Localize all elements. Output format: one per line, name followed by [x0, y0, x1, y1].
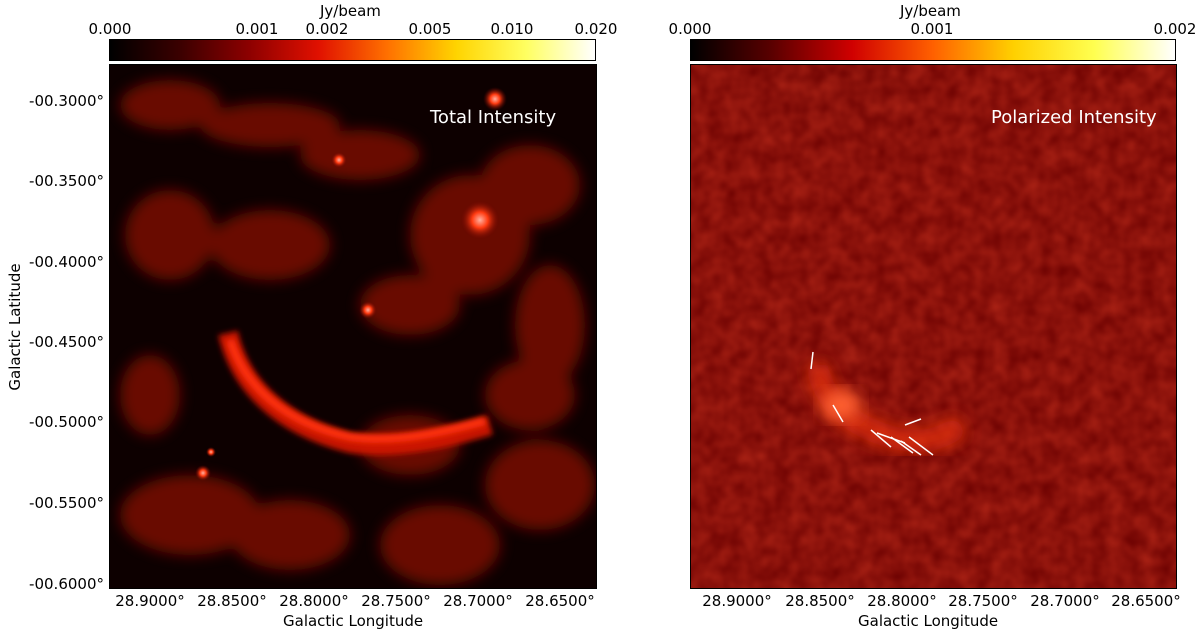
y-tick-label: -00.4500°	[29, 333, 104, 351]
colorbar-tick-left: 0.020	[574, 20, 618, 38]
colorbar-tick-left: 0.000	[88, 20, 132, 38]
x-tick-label: 28.9000°	[115, 592, 185, 610]
x-tick-label: 28.8500°	[785, 592, 855, 610]
colorbar-right	[690, 39, 1176, 61]
y-axis-label: Galactic Latitude	[6, 263, 24, 391]
colorbar-tick-right: 0.000	[668, 20, 712, 38]
colorbar-left	[109, 39, 596, 61]
colorbar-unit-right: Jy/beam	[900, 2, 961, 20]
x-tick-label: 28.6500°	[525, 592, 595, 610]
x-tick-label: 28.7000°	[443, 592, 513, 610]
y-tick-label: -00.6000°	[29, 575, 104, 593]
x-tick-label: 28.7000°	[1030, 592, 1100, 610]
polarization-vectors	[810, 351, 934, 456]
colorbar-tick-left: 0.002	[305, 20, 349, 38]
y-tick-label: -00.5000°	[29, 413, 104, 431]
polarized-intensity-map	[691, 65, 1176, 588]
x-tick-label: 28.6500°	[1111, 592, 1181, 610]
x-tick-label: 28.7500°	[948, 592, 1018, 610]
x-tick-label: 28.8500°	[197, 592, 267, 610]
y-tick-label: -00.3000°	[29, 92, 104, 110]
x-tick-label: 28.9000°	[702, 592, 772, 610]
total-intensity-image: Total Intensity	[109, 64, 597, 589]
colorbar-tick-left: 0.005	[408, 20, 452, 38]
polarized-intensity-label: Polarized Intensity	[991, 107, 1157, 128]
y-tick-label: -00.5500°	[29, 494, 104, 512]
y-tick-label: -00.4000°	[29, 253, 104, 271]
x-axis-label-left: Galactic Longitude	[283, 612, 424, 630]
total-intensity-label: Total Intensity	[430, 107, 557, 128]
x-tick-label: 28.8000°	[867, 592, 937, 610]
colorbar-tick-left: 0.010	[490, 20, 534, 38]
colorbar-tick-right: 0.002	[1153, 20, 1197, 38]
x-tick-label: 28.8000°	[279, 592, 349, 610]
y-tick-label: -00.3500°	[29, 172, 104, 190]
colorbar-unit-left: Jy/beam	[320, 2, 381, 20]
colorbar-tick-left: 0.001	[235, 20, 279, 38]
x-tick-label: 28.7500°	[361, 592, 431, 610]
x-axis-label-right: Galactic Longitude	[858, 612, 999, 630]
total-intensity-map	[110, 65, 596, 588]
polarized-intensity-image: Polarized Intensity	[690, 64, 1177, 589]
colorbar-tick-right: 0.001	[910, 20, 954, 38]
